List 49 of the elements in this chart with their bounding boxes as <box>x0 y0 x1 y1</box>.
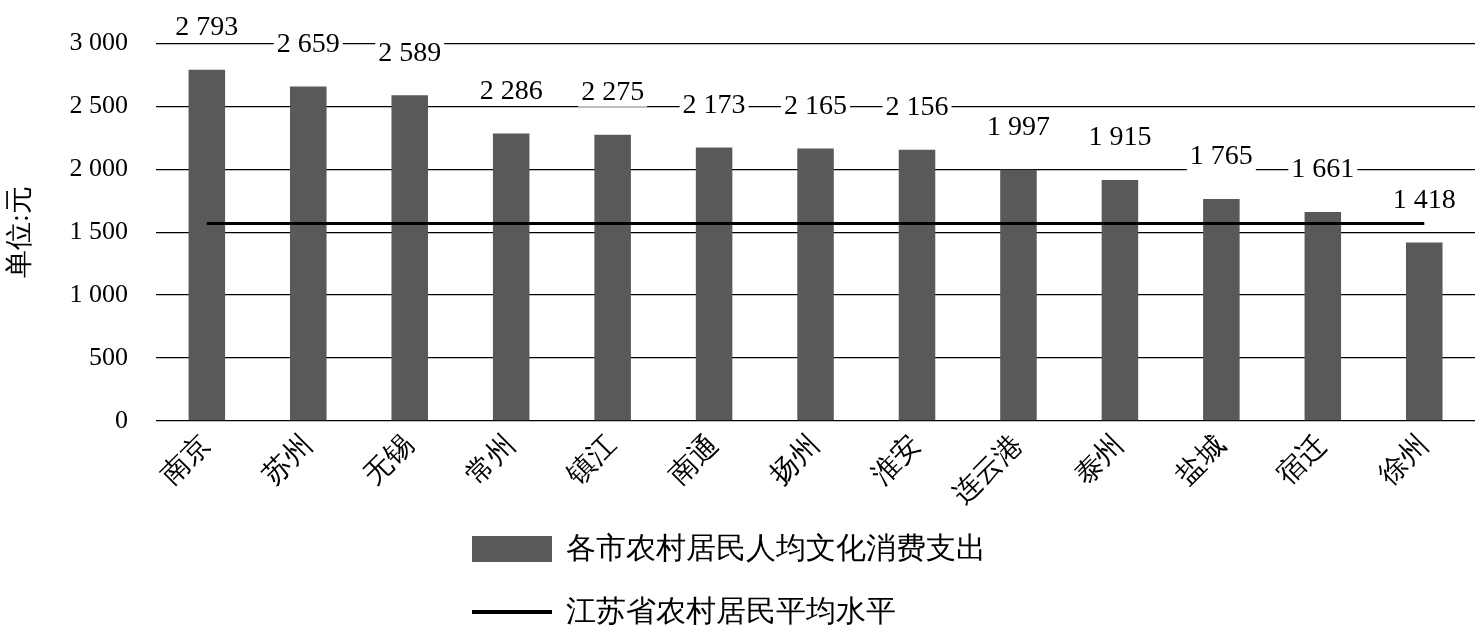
data-label: 2 275 <box>581 75 645 107</box>
x-tick-label: 扬州 <box>763 428 825 490</box>
x-tick-label: 无锡 <box>357 428 420 490</box>
bar <box>1203 198 1240 421</box>
y-tick-label: 2 500 <box>69 90 129 120</box>
data-label: 1 418 <box>1392 182 1456 214</box>
y-tick-label: 3 000 <box>69 27 129 57</box>
bar <box>290 86 327 421</box>
bar <box>492 133 530 421</box>
bar <box>594 134 631 421</box>
legend-label: 江苏省农村居民平均水平 <box>566 593 896 629</box>
x-tick-label: 泰州 <box>1067 428 1130 490</box>
data-label: 2 659 <box>276 26 340 58</box>
data-label: 1 915 <box>1088 120 1152 152</box>
data-label: 2 173 <box>682 87 746 119</box>
bar <box>391 95 428 421</box>
data-label: 1 997 <box>986 110 1050 142</box>
bar <box>898 149 936 421</box>
y-tick-label: 1 000 <box>69 278 129 308</box>
data-label: 2 589 <box>378 35 442 67</box>
y-axis-title: 单位:元 <box>3 186 35 279</box>
bar <box>188 69 226 421</box>
x-tick-label: 镇江 <box>559 428 623 491</box>
data-label: 2 793 <box>175 9 239 41</box>
data-label: 1 661 <box>1291 152 1355 184</box>
x-tick-label: 常州 <box>459 428 521 490</box>
x-tick-label: 南通 <box>662 428 724 490</box>
y-tick-label: 1 500 <box>69 216 129 246</box>
x-tick-label: 连云港 <box>946 428 1028 510</box>
data-label: 2 165 <box>784 88 848 120</box>
x-tick-label: 淮安 <box>864 428 927 490</box>
y-tick-label: 0 <box>115 404 129 434</box>
x-tick-label: 徐州 <box>1372 428 1434 490</box>
legend-label: 各市农村居民人均文化消费支出 <box>566 530 986 566</box>
x-tick-label: 苏州 <box>256 428 318 490</box>
bar <box>1101 180 1139 421</box>
data-label: 2 286 <box>479 73 543 105</box>
bar <box>1304 211 1342 421</box>
x-tick-label: 南京 <box>154 428 217 490</box>
x-tick-label: 盐城 <box>1169 428 1231 490</box>
bar <box>1406 242 1443 421</box>
y-tick-label: 500 <box>89 341 129 371</box>
bar <box>695 147 733 421</box>
data-label: 1 765 <box>1189 139 1253 171</box>
x-tick-label: 宿迁 <box>1270 428 1333 490</box>
bar <box>797 148 834 421</box>
data-label: 2 156 <box>885 90 949 122</box>
bar <box>1000 169 1037 421</box>
y-tick-label: 2 000 <box>69 153 129 183</box>
